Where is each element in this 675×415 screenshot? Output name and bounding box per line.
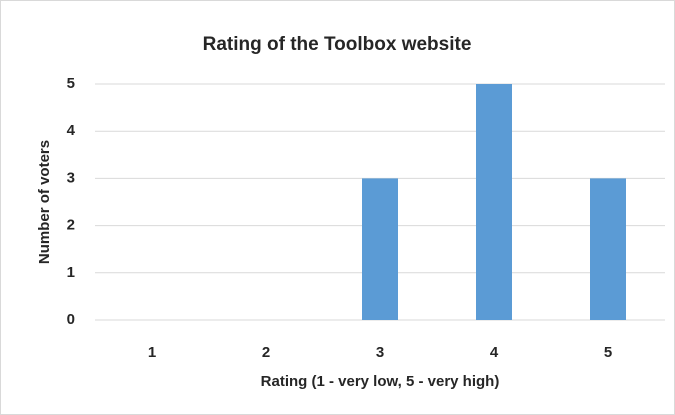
y-axis-title: Number of voters	[36, 140, 53, 264]
x-tick-label: 1	[148, 344, 156, 361]
x-tick-label: 3	[376, 344, 384, 361]
y-tick-label: 0	[67, 311, 75, 328]
y-tick-label: 1	[67, 264, 75, 281]
y-tick-label: 3	[67, 169, 75, 186]
bar	[476, 84, 512, 320]
x-tick-label: 5	[604, 344, 612, 361]
y-tick-label: 5	[67, 75, 75, 92]
x-axis-title: Rating (1 - very low, 5 - very high)	[261, 373, 500, 390]
y-tick-label: 2	[67, 217, 75, 234]
chart-title: Rating of the Toolbox website	[203, 34, 472, 55]
x-tick-label: 4	[490, 344, 499, 361]
bar	[362, 178, 398, 320]
bar	[590, 178, 626, 320]
y-tick-label: 4	[67, 122, 76, 139]
x-tick-label: 2	[262, 344, 270, 361]
